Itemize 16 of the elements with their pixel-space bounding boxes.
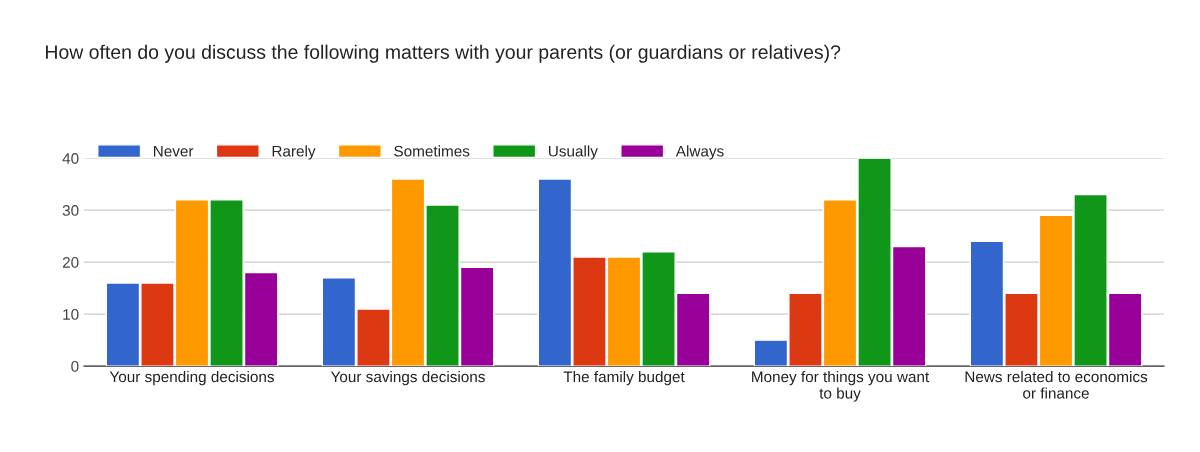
- x-tick-label: Your spending decisions: [109, 370, 274, 386]
- x-tick-label: News related to economics or finance: [965, 370, 1148, 399]
- y-tick-label: 0: [71, 360, 79, 372]
- chart-title: How often do you discuss the following matters with your parents (or guardians or relatives)?: [46, 44, 841, 63]
- y-tick-label: 40: [62, 153, 79, 164]
- x-tick-label: Money for things you want to buy: [752, 370, 930, 402]
- legend-label: Sometimes: [394, 145, 470, 157]
- y-tick-label: 20: [62, 257, 79, 268]
- legend-label: Never: [154, 145, 194, 157]
- legend-label: Always: [675, 145, 724, 160]
- y-tick-label: 10: [63, 309, 79, 320]
- legend-label: Rarely: [272, 145, 316, 160]
- x-tick-label: The family budget: [563, 370, 685, 386]
- y-tick-label: 30: [62, 205, 79, 216]
- x-tick-label: Your savings decisions: [330, 370, 485, 386]
- legend-label: Usually: [548, 145, 598, 160]
